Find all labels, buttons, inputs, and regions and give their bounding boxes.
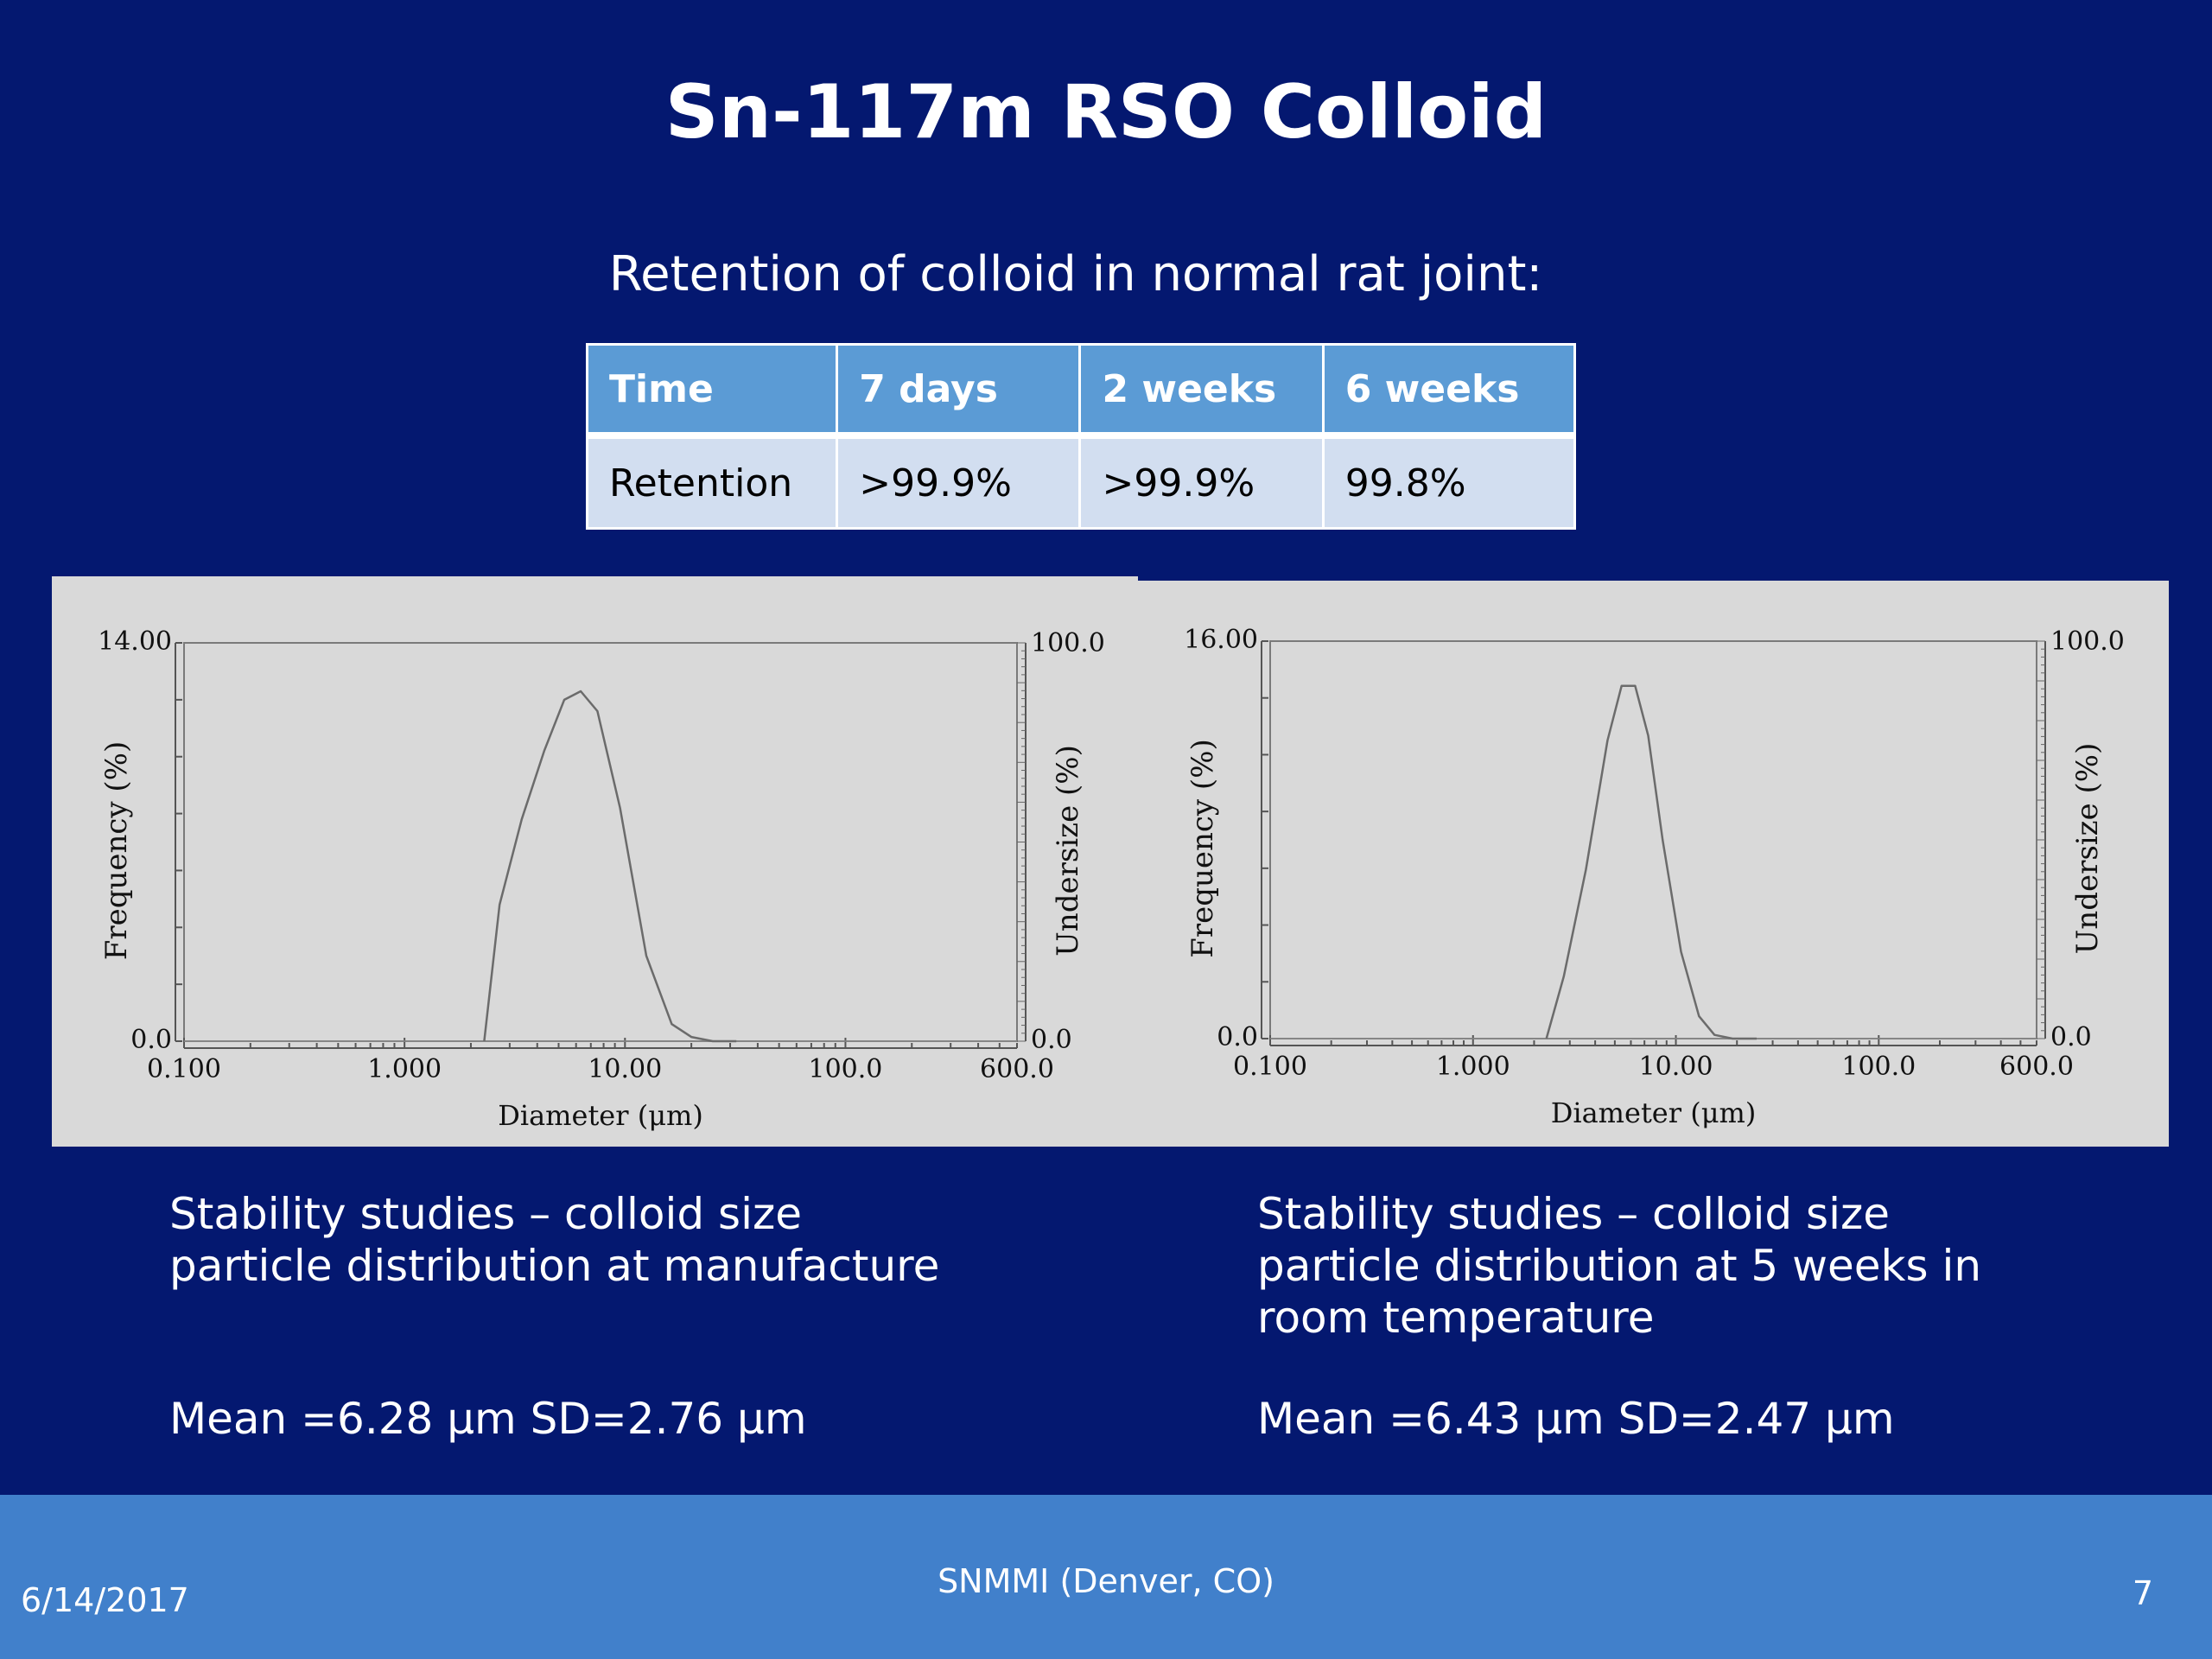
y-tick-label: 0.0 [1217, 1022, 1258, 1052]
x-tick-label: 0.100 [147, 1054, 221, 1084]
right-stats: Mean =6.43 μm SD=2.47 μm [1257, 1394, 1895, 1444]
retention-table: Time 7 days 2 weeks 6 weeks Retention >9… [586, 343, 1576, 530]
x-axis-label: Diameter (μm) [498, 1099, 703, 1132]
x-tick-label: 10.00 [1639, 1052, 1713, 1082]
row-label-retention: Retention [587, 435, 839, 529]
cell-6-weeks: 99.8% [1323, 435, 1575, 529]
right-caption-line: room temperature [1257, 1293, 1655, 1343]
chart-5-weeks: 0.100 1.000 10.00 100.0 600.00.016.000.0100.… [1184, 625, 2125, 1129]
frequency-curve [1545, 684, 1757, 1040]
left-caption: Stability studies – colloid size particl… [169, 1188, 939, 1292]
footer-date: 6/14/2017 [21, 1581, 189, 1619]
x-tick-label: 600.0 [1999, 1052, 2074, 1082]
plot-area [183, 642, 1018, 1042]
slide-number: 7 [2132, 1574, 2154, 1612]
table-row: Retention >99.9% >99.9% 99.8% [587, 435, 1575, 529]
y2-tick-label: 100.0 [2050, 626, 2125, 657]
table-header-row: Time 7 days 2 weeks 6 weeks [587, 344, 1575, 439]
x-axis-label: Diameter (μm) [1551, 1096, 1757, 1129]
right-caption-line: particle distribution at 5 weeks in [1257, 1241, 1982, 1291]
footer-event: SNMMI (Denver, CO) [938, 1562, 1274, 1600]
header-cell-6-weeks: 6 weeks [1323, 344, 1575, 439]
y2-tick-label: 0.0 [2050, 1022, 2092, 1052]
chart-right-panel: 0.100 1.000 10.00 100.0 600.0 0.0 16.00 0.0 100.… [1138, 581, 2169, 1147]
cell-2-weeks: >99.9% [1079, 435, 1325, 529]
x-tick-label: 10.00 [588, 1054, 662, 1084]
header-cell-2-weeks: 2 weeks [1079, 344, 1325, 439]
header-cell-7-days: 7 days [836, 344, 1082, 439]
x-tick-label: 1.000 [1436, 1052, 1510, 1082]
x-tick-label: 1.000 [367, 1054, 442, 1084]
right-caption-line: Stability studies – colloid size [1257, 1189, 1890, 1239]
table-caption: Retention of colloid in normal rat joint… [608, 246, 1543, 302]
cell-7-days: >99.9% [836, 435, 1082, 529]
y-axis-label: Frequency (%) [99, 741, 134, 961]
frequency-curve [483, 690, 737, 1043]
x-tick-label: 100.0 [809, 1054, 883, 1084]
chart-left-panel: 0.100 1.000 10.00 100.0 600.0 0.0 14.00 0.0 100.… [52, 576, 1138, 1147]
y-tick-label: 0.0 [130, 1025, 172, 1055]
right-caption: Stability studies – colloid size particl… [1257, 1188, 1981, 1344]
footer-bar [0, 1495, 2212, 1659]
chart-manufacture: 0.100 1.000 10.00 100.0 600.00.014.000.0100.… [98, 626, 1105, 1132]
x-tick-label: 100.0 [1841, 1052, 1916, 1082]
left-caption-line: Stability studies – colloid size [169, 1189, 802, 1239]
y2-tick-label: 0.0 [1031, 1025, 1072, 1055]
y2-axis-label: Undersize (%) [1051, 745, 1085, 957]
x-tick-label: 600.0 [980, 1054, 1054, 1084]
left-stats: Mean =6.28 μm SD=2.76 μm [169, 1394, 807, 1444]
y2-tick-label: 100.0 [1031, 628, 1105, 658]
y-tick-label: 16.00 [1184, 625, 1258, 655]
y-tick-label: 14.00 [98, 626, 172, 657]
plot-area [1269, 640, 2037, 1039]
left-caption-line: particle distribution at manufacture [169, 1241, 940, 1291]
y2-axis-label: Undersize (%) [2070, 743, 2105, 955]
y-axis-label: Frequency (%) [1185, 739, 1220, 958]
slide-title: Sn-117m RSO Colloid [664, 69, 1548, 156]
x-tick-label: 0.100 [1233, 1052, 1307, 1082]
header-cell-time: Time [587, 344, 839, 439]
